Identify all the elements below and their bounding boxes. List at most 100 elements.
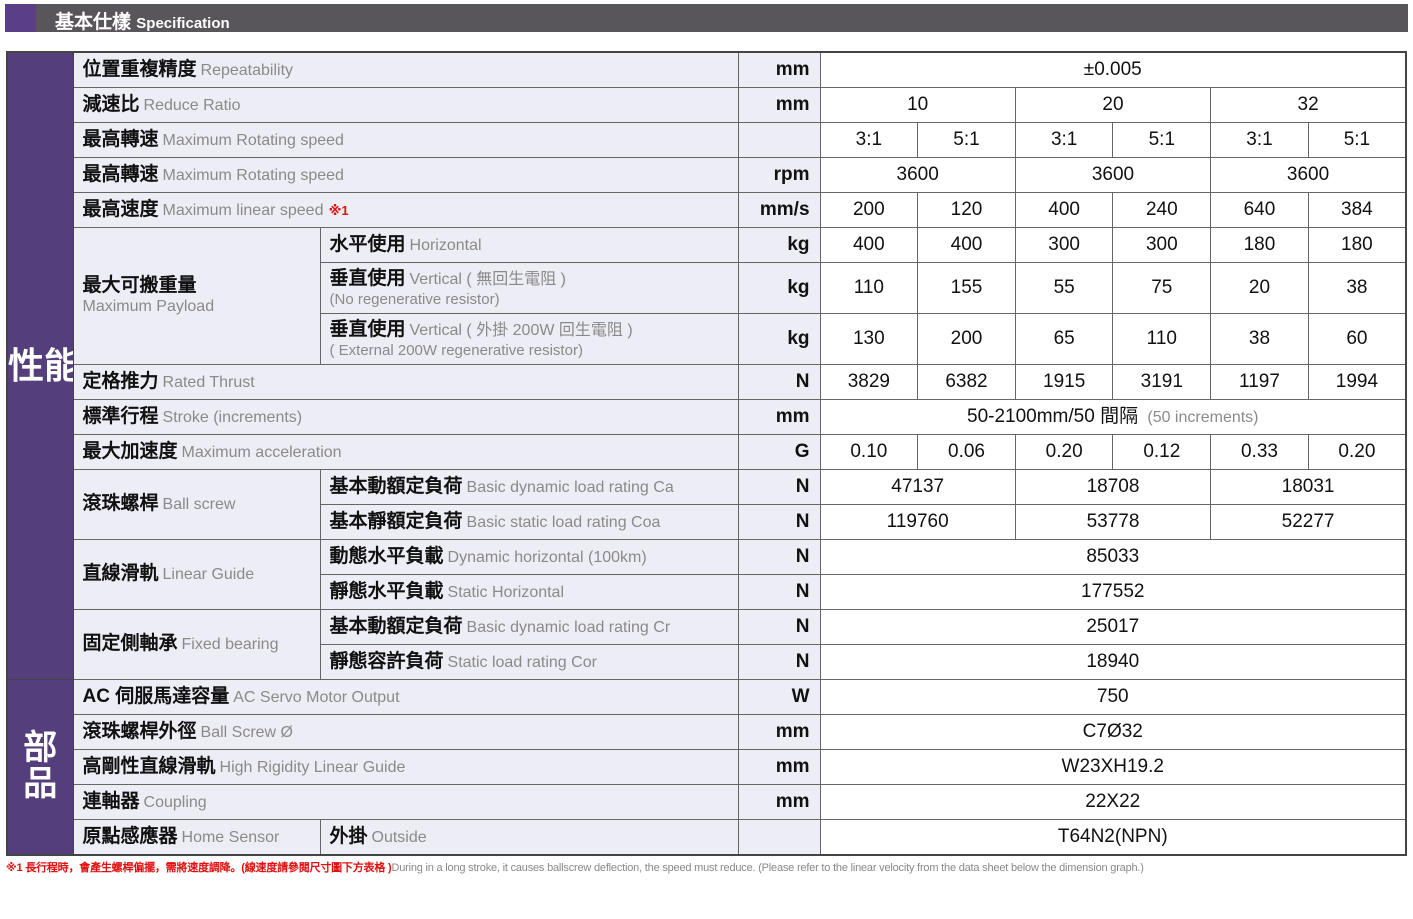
unit: rpm (737, 157, 821, 193)
value: 47137 (819, 469, 1016, 505)
value: 3600 (1014, 157, 1212, 193)
section-header: 基本仕樣 Specification (5, 4, 1408, 33)
value: 240 (1112, 192, 1212, 228)
value: 18031 (1210, 469, 1407, 505)
unit: mm (737, 399, 821, 435)
value: 5:1 (1307, 122, 1407, 158)
unit: N (737, 574, 821, 610)
unit: kg (737, 262, 821, 314)
side-performance: 性能 (6, 51, 74, 680)
value: C7Ø32 (819, 714, 1407, 750)
table-row: 滾珠螺桿外徑 Ball Screw Ø mm C7Ø32 (7, 714, 1407, 750)
title-en: Specification (136, 15, 230, 32)
table-row: 最大可搬重量 Maximum Payload 水平使用 Horizontal kg … (7, 227, 1407, 365)
value: ±0.005 (819, 51, 1407, 88)
value: 38 (1210, 313, 1309, 365)
value: 53778 (1014, 504, 1212, 540)
unit: mm (737, 87, 821, 123)
table-row: 性能 位置重複精度 Repeatability mm ±0.005 (6, 51, 1407, 680)
value: 65 (1014, 313, 1114, 365)
value: 5:1 (917, 122, 1016, 158)
label-max-payload: 最大可搬重量 Maximum Payload (72, 227, 321, 365)
unit: mm (737, 714, 821, 750)
value: 18708 (1014, 469, 1212, 505)
title-zh: 基本仕樣 (55, 12, 132, 33)
table-row: 垂直使用 Vertical ( 外掛 200W 回生電阻 )( External … (7, 313, 1407, 365)
unit (737, 819, 821, 856)
value: 3829 (819, 364, 919, 400)
table-row: 垂直使用 Vertical ( 無回生電阻 ) (No regenerative r… (7, 262, 1407, 314)
value: 155 (917, 262, 1016, 314)
label-linear-speed: 最高速度 Maximum linear speed ※1 (72, 192, 739, 228)
value: 640 (1210, 192, 1309, 228)
table-row: 靜態容許負荷 Static load rating Cor N 18940 (7, 644, 1407, 680)
value: 3191 (1112, 364, 1212, 400)
table-row: 固定側軸承 Fixed bearing 基本動額定負荷 Basic dynamic … (7, 609, 1407, 680)
value: 18940 (819, 644, 1407, 680)
value: 3:1 (1210, 122, 1309, 158)
label-horizontal: 水平使用 Horizontal (319, 227, 739, 263)
label-rotating-speed-rpm: 最高轉速 Maximum Rotating speed (72, 157, 739, 193)
table-row: 標準行程 Stroke (increments) mm 50-2100mm/50 … (7, 399, 1407, 435)
label-dynamic-load-ca: 基本動額定負荷 Basic dynamic load rating Ca (319, 469, 739, 505)
label-fixed-bearing: 固定側軸承 Fixed bearing (72, 609, 321, 680)
value: 0.06 (917, 434, 1016, 470)
value: 3:1 (1014, 122, 1114, 158)
label-coupling: 連軸器 Coupling (72, 784, 739, 820)
table-row: 最高轉速 Maximum Rotating speed rpm 3600 3600… (7, 157, 1407, 193)
value: 180 (1210, 227, 1309, 263)
value: 400 (1014, 192, 1114, 228)
unit: mm/s (737, 192, 821, 228)
label-repeatability: 位置重複精度 Repeatability (72, 51, 739, 88)
label-rated-thrust: 定格推力 Rated Thrust (72, 364, 739, 400)
label-motor-output: AC 伺服馬達容量 AC Servo Motor Output (72, 679, 739, 715)
value: 750 (819, 679, 1407, 715)
table-row: 直線滑軌 Linear Guide 動態水平負載 Dynamic horizonta… (7, 539, 1407, 610)
table-row: 最大加速度 Maximum acceleration G 0.10 0.06 0.20… (7, 434, 1407, 470)
value: 119760 (819, 504, 1016, 540)
table-row: 滾珠螺桿 Ball screw 基本動額定負荷 Basic dynamic load… (7, 469, 1407, 540)
value: 300 (1112, 227, 1212, 263)
value: 384 (1307, 192, 1407, 228)
value: 55 (1014, 262, 1114, 314)
table-row: 連軸器 Coupling mm 22X22 (7, 784, 1407, 820)
label-dynamic-load-cr: 基本動額定負荷 Basic dynamic load rating Cr (319, 609, 739, 645)
unit: W (737, 679, 821, 715)
label-linear-guide: 直線滑軌 Linear Guide (72, 539, 321, 610)
spec-table: 性能 位置重複精度 Repeatability mm ±0.005 減速比 Redu… (6, 51, 1407, 856)
value: 130 (819, 313, 919, 365)
value: 20 (1210, 262, 1309, 314)
footnote: ※1 長行程時，會產生螺桿偏擺，需將速度調降。(線速度請參閱尺寸圖下方表格 )D… (6, 862, 1407, 875)
unit: kg (737, 227, 821, 263)
footnote-en: During in a long stroke, it causes balls… (391, 862, 1144, 874)
label-ball-screw: 滾珠螺桿 Ball screw (72, 469, 321, 540)
label-ball-screw-diameter: 滾珠螺桿外徑 Ball Screw Ø (72, 714, 739, 750)
header-accent (5, 4, 36, 32)
table-row: 靜態水平負載 Static Horizontal N 177552 (7, 574, 1407, 610)
value: 50-2100mm/50 間隔 (50 increments) (819, 399, 1407, 435)
value: 3600 (819, 157, 1016, 193)
value: 3:1 (819, 122, 919, 158)
value: 180 (1307, 227, 1407, 263)
value: 110 (1112, 313, 1212, 365)
value: 177552 (819, 574, 1407, 610)
value: 22X22 (819, 784, 1407, 820)
table-row: 高剛性直線滑軌 High Rigidity Linear Guide mm W23… (7, 749, 1407, 785)
value: 0.33 (1210, 434, 1309, 470)
unit: kg (737, 313, 821, 365)
value: 0.12 (1112, 434, 1212, 470)
value: 120 (917, 192, 1016, 228)
table-row: 定格推力 Rated Thrust N 3829 6382 1915 3191 1197 1… (7, 364, 1407, 400)
spec-area: 性能 位置重複精度 Repeatability mm ±0.005 減速比 Redu… (6, 51, 1407, 875)
value: 3600 (1210, 157, 1407, 193)
value: 1197 (1210, 364, 1309, 400)
unit: mm (737, 51, 821, 88)
label-home-sensor: 原點感應器 Home Sensor (72, 819, 321, 856)
label-stroke: 標準行程 Stroke (increments) (72, 399, 739, 435)
footnote-mark: ※1 (328, 202, 349, 218)
table-row: 部品 AC 伺服馬達容量 AC Servo Motor Output W 750 (6, 679, 1407, 856)
value: 52277 (1210, 504, 1407, 540)
table-row: 原點感應器 Home Sensor 外掛 Outside T64N2(NPN) (7, 819, 1407, 856)
table-row: 減速比 Reduce Ratio mm 10 20 32 (7, 87, 1407, 123)
value: 20 (1014, 87, 1212, 123)
